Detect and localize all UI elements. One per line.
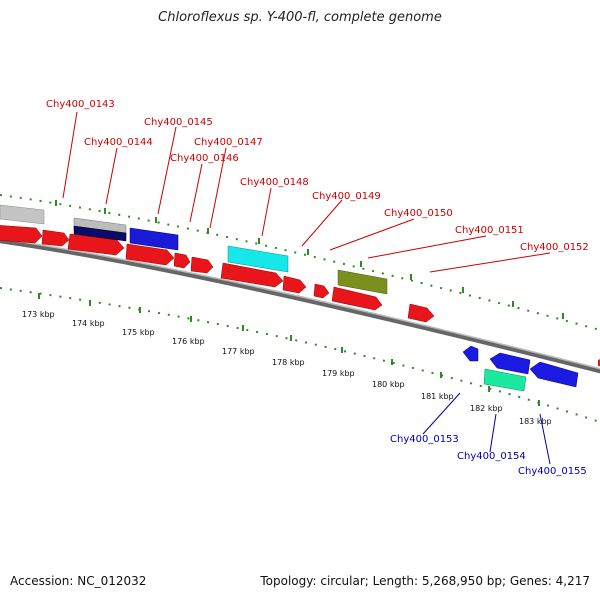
genome-backbone-highlight (0, 237, 600, 370)
map-title: Chloroflexus sp. Y-400-fl, complete geno… (158, 10, 442, 25)
gene-label[interactable]: Chy400_0143 (46, 99, 115, 110)
gene-label[interactable]: Chy400_0153 (390, 434, 459, 445)
feature-box (73, 225, 127, 242)
gene-arrow (125, 243, 175, 266)
kbp-label: 180 kbp (372, 380, 405, 389)
feature-box (0, 204, 45, 225)
reverse-genes (462, 345, 600, 392)
kbp-label: 179 kbp (322, 369, 355, 378)
gene-arrow (0, 225, 43, 244)
gene-arrow (190, 256, 214, 274)
gene-arrow (220, 262, 284, 288)
gene-label[interactable]: Chy400_0145 (144, 117, 213, 128)
genome-summary-text: Topology: circular; Length: 5,268,950 bp… (260, 574, 590, 588)
gene-arrow (462, 345, 479, 362)
feature-box (227, 245, 289, 273)
gene-arrow (67, 233, 125, 256)
kbp-scale-labels: 173 kbp 174 kbp 175 kbp 176 kbp 177 kbp … (22, 310, 552, 426)
kbp-label: 173 kbp (22, 310, 55, 319)
gene-label[interactable]: Chy400_0148 (240, 177, 309, 188)
kbp-label: 178 kbp (272, 358, 305, 367)
kbp-label: 176 kbp (172, 337, 205, 346)
gene-arrow (489, 352, 531, 375)
feature-box (337, 269, 388, 295)
inner-tick-track (0, 287, 600, 423)
kbp-label: 174 kbp (72, 319, 105, 328)
gene-arrow (529, 361, 579, 388)
forward-leader-lines (62, 111, 551, 273)
gene-label[interactable]: Chy400_0144 (84, 137, 153, 148)
forward-gene-labels: Chy400_0143 Chy400_0144 Chy400_0145 Chy4… (46, 99, 589, 253)
gene-arrow (407, 303, 435, 323)
outer-tick-track (0, 194, 600, 331)
feature-box (129, 227, 179, 251)
gene-label[interactable]: Chy400_0155 (518, 466, 587, 477)
gene-arrow (282, 275, 307, 294)
gene-label[interactable]: Chy400_0150 (384, 208, 453, 219)
gene-box (483, 368, 527, 392)
kbp-label: 175 kbp (122, 328, 155, 337)
reverse-gene-labels: Chy400_0153 Chy400_0154 Chy400_0155 (390, 434, 587, 477)
gene-arrow (331, 286, 383, 311)
forward-genes (0, 225, 435, 323)
kbp-label: 183 kbp (519, 417, 552, 426)
kbp-label: 181 kbp (421, 392, 454, 401)
gene-arrow (313, 283, 330, 299)
gene-label[interactable]: Chy400_0151 (455, 225, 524, 236)
kbp-label: 182 kbp (470, 404, 503, 413)
gene-label[interactable]: Chy400_0154 (457, 451, 526, 462)
gene-label[interactable]: Chy400_0149 (312, 191, 381, 202)
gene-arrow (173, 252, 191, 269)
gene-label[interactable]: Chy400_0152 (520, 242, 589, 253)
reverse-leader-lines (422, 392, 551, 465)
gene-label[interactable]: Chy400_0146 (170, 153, 239, 164)
gene-label[interactable]: Chy400_0147 (194, 137, 263, 148)
outer-feature-boxes (0, 204, 388, 295)
gene-arrow (41, 229, 70, 247)
accession-text: Accession: NC_012032 (10, 574, 147, 588)
kbp-label: 177 kbp (222, 347, 255, 356)
genome-backbone (0, 238, 600, 374)
